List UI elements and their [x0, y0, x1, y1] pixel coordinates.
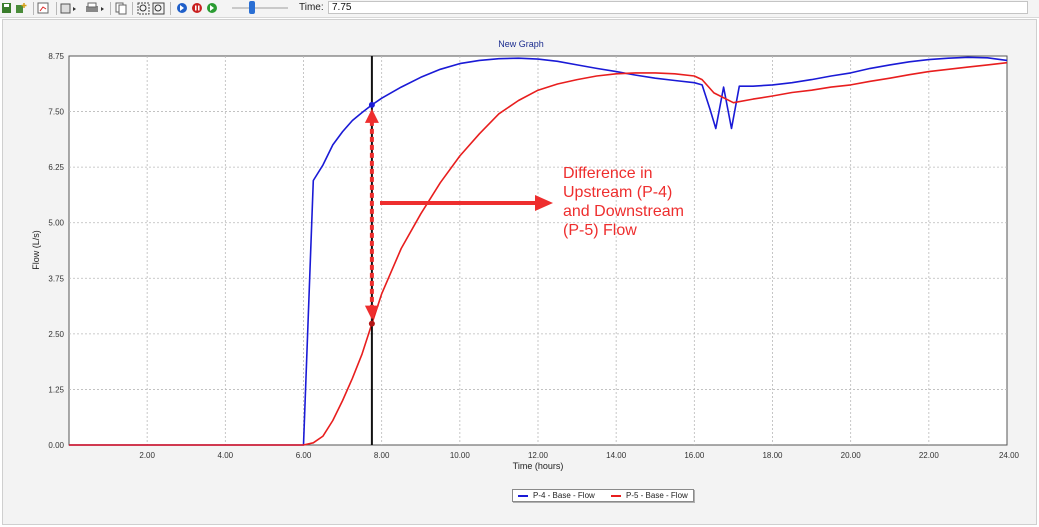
copy-icon[interactable] [115, 2, 127, 15]
chart-legend: P-4 - Base - Flow P-5 - Base - Flow [512, 489, 694, 502]
toolbar-separator [170, 2, 171, 15]
y-tick-label: 3.75 [48, 274, 64, 283]
zoom-window-icon[interactable] [152, 2, 165, 15]
x-tick-label: 18.00 [762, 451, 783, 460]
save-icon[interactable] [2, 3, 11, 13]
toolbar-separator [110, 2, 111, 15]
y-tick-label: 1.25 [48, 385, 64, 394]
y-tick-label: 8.75 [48, 52, 64, 61]
x-tick-label: 24.00 [999, 451, 1020, 460]
pause-icon[interactable] [192, 3, 202, 13]
toolbar-separator [132, 2, 133, 15]
annotation-text-line: Difference in [563, 165, 653, 182]
y-tick-label: 5.00 [48, 219, 64, 228]
x-tick-label: 6.00 [296, 451, 312, 460]
chart-title: New Graph [498, 39, 544, 49]
annotation-text-line: (P-5) Flow [563, 222, 637, 239]
x-tick-label: 12.00 [528, 451, 549, 460]
series-line-p4 [69, 56, 1008, 446]
difference-arrow-head-down [364, 305, 379, 320]
time-input[interactable] [328, 1, 1028, 14]
legend-swatch-p5 [611, 494, 621, 497]
x-tick-label: 2.00 [139, 451, 155, 460]
legend-entry-p4: P-4 - Base - Flow [518, 491, 595, 501]
x-tick-label: 20.00 [841, 451, 862, 460]
stop-icon[interactable] [207, 3, 217, 13]
add-series-icon[interactable] [16, 3, 27, 13]
x-tick-label: 16.00 [684, 451, 705, 460]
legend-label-p5: P-5 - Base - Flow [626, 491, 688, 500]
chart-options-icon[interactable] [37, 2, 49, 14]
y-tick-label: 2.50 [48, 330, 64, 339]
play-icon[interactable] [177, 3, 187, 13]
x-tick-label: 22.00 [919, 451, 940, 460]
zoom-extents-icon[interactable] [137, 2, 150, 15]
callout-arrow-head [535, 195, 553, 211]
highlight-point-p4 [368, 101, 375, 108]
time-label: Time: [299, 2, 324, 13]
graph-toolbar: Time: [0, 0, 1039, 18]
y-axis-label: Flow (L/s) [31, 230, 41, 270]
export-icon[interactable] [60, 3, 76, 14]
series-line-p5 [69, 61, 1008, 446]
y-tick-label: 0.00 [48, 441, 64, 450]
x-tick-label: 14.00 [606, 451, 627, 460]
legend-label-p4: P-4 - Base - Flow [533, 491, 595, 500]
plot-area [68, 55, 1008, 446]
time-slider-track[interactable] [232, 7, 288, 9]
x-tick-label: 10.00 [450, 451, 471, 460]
print-icon[interactable] [86, 2, 104, 12]
y-tick-label: 7.50 [48, 108, 64, 117]
annotation-text-line: Upstream (P-4) [563, 184, 672, 201]
x-tick-label: 4.00 [218, 451, 234, 460]
legend-entry-p5: P-5 - Base - Flow [611, 491, 688, 501]
toolbar-separator [56, 2, 57, 15]
difference-arrow-head-up [364, 108, 379, 123]
x-axis-label: Time (hours) [513, 461, 564, 471]
annotation-text-line: and Downstream [563, 203, 684, 220]
highlight-point-p5 [368, 320, 375, 327]
toolbar-separator [33, 2, 34, 15]
y-tick-label: 6.25 [48, 163, 64, 172]
time-slider-thumb[interactable] [249, 1, 255, 14]
x-tick-label: 8.00 [374, 451, 390, 460]
legend-swatch-p4 [518, 494, 528, 497]
toolbar-icons [2, 2, 217, 15]
